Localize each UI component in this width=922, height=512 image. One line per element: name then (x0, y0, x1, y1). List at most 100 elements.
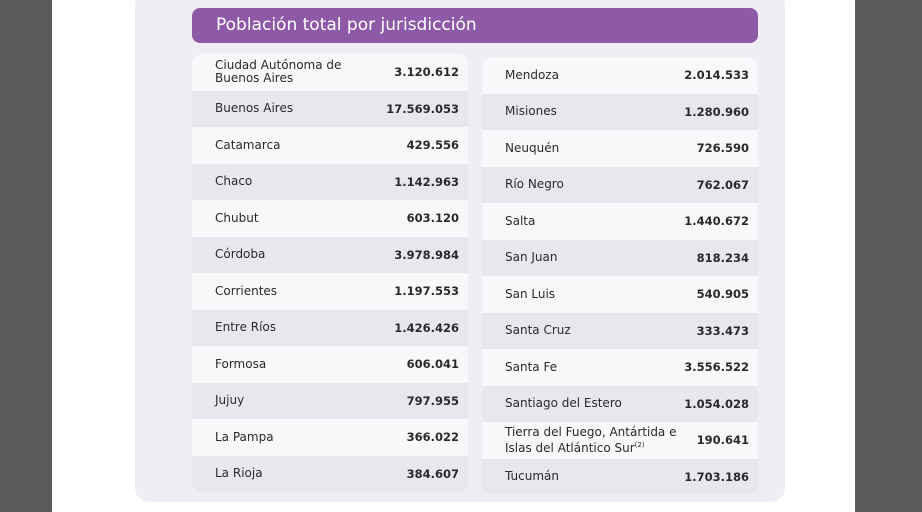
jurisdiction-name: Chubut (215, 210, 259, 225)
jurisdiction-name: La Rioja (215, 466, 263, 481)
table-row: San Luis 540.905 (482, 276, 758, 313)
population-value: 333.473 (696, 323, 749, 338)
jurisdiction-name: Entre Ríos (215, 320, 277, 335)
jurisdiction: Chubut (215, 210, 259, 225)
table-row: Salta 1.440.672 (482, 203, 758, 240)
population-value: 1.426.426 (394, 320, 459, 335)
jurisdiction: Entre Ríos (215, 321, 276, 334)
jurisdiction-name: Formosa (215, 356, 267, 371)
population-value: 818.234 (696, 250, 749, 265)
population-value: 762.067 (696, 177, 749, 192)
jurisdiction-name: Jujuy (215, 393, 245, 408)
jurisdiction-name: Córdoba (215, 247, 266, 262)
jurisdiction-name: San Luis (505, 286, 556, 301)
title-bar: Población total por jurisdicción (192, 8, 758, 43)
jurisdiction: Catamarca (215, 137, 281, 152)
table-row: Neuquén 726.590 (482, 130, 758, 167)
jurisdiction-name: Catamarca (215, 137, 281, 152)
table-row: Catamarca 429.556 (192, 127, 468, 164)
table-row: Formosa 606.041 (192, 346, 468, 383)
jurisdiction: Salta (505, 213, 536, 228)
jurisdiction: Río Negro (505, 178, 564, 191)
table-row: Misiones 1.280.960 (482, 93, 758, 130)
population-value: 1.054.028 (684, 396, 749, 411)
table-row: Río Negro 762.067 (482, 166, 758, 203)
table-row: Ciudad Autónoma de Buenos Aires 3.120.612 (192, 54, 468, 91)
table-row: La Rioja 384.607 (192, 455, 468, 492)
jurisdiction-name: Tierra del Fuego, Antártida e Islas del … (505, 424, 677, 455)
population-value: 797.955 (406, 393, 459, 408)
jurisdiction: San Juan (505, 251, 558, 264)
jurisdiction-name: Salta (505, 213, 536, 228)
footnote-mark: (2) (634, 440, 645, 449)
table-row: Jujuy 797.955 (192, 382, 468, 419)
population-value: 726.590 (696, 141, 749, 156)
table-row: La Pampa 366.022 (192, 419, 468, 456)
table-row: San Juan 818.234 (482, 239, 758, 276)
population-value: 1.280.960 (684, 104, 749, 119)
population-value: 2.014.533 (684, 68, 749, 83)
jurisdiction: Neuquén (505, 140, 560, 155)
page: Población total por jurisdicción Ciudad … (52, 0, 855, 512)
jurisdiction-name: Mendoza (505, 67, 559, 82)
population-value: 384.607 (406, 466, 459, 481)
population-value: 606.041 (406, 357, 459, 372)
jurisdiction-name: Neuquén (505, 140, 560, 155)
jurisdiction: Jujuy (215, 394, 244, 407)
jurisdiction-name: Chaco (215, 174, 253, 189)
population-value: 366.022 (406, 430, 459, 445)
jurisdiction: Chaco (215, 175, 252, 188)
population-value: 190.641 (696, 433, 749, 448)
jurisdiction: San Luis (505, 286, 556, 301)
table-row: Chaco 1.142.963 (192, 163, 468, 200)
jurisdiction: Tierra del Fuego, Antártida e Islas del … (505, 424, 685, 455)
right-table: Mendoza 2.014.533 Misiones 1.280.960 Neuquén… (482, 57, 758, 495)
table-row: Santa Cruz 333.473 (482, 312, 758, 349)
table-row: Santiago del Estero 1.054.028 (482, 385, 758, 422)
jurisdiction-name: San Juan (505, 250, 558, 265)
jurisdiction-name: Corrientes (215, 283, 278, 298)
jurisdiction-name: Santiago del Estero (505, 396, 622, 411)
table-row: Corrientes 1.197.553 (192, 273, 468, 310)
jurisdiction-name: Santa Fe (505, 359, 558, 374)
table-row: Tucumán 1.703.186 (482, 458, 758, 495)
jurisdiction-name: Misiones (505, 104, 557, 119)
jurisdiction-name: Buenos Aires (215, 101, 294, 116)
population-value: 3.120.612 (394, 65, 459, 80)
table-row: Tierra del Fuego, Antártida e Islas del … (482, 422, 758, 459)
table-row: Córdoba 3.978.984 (192, 236, 468, 273)
population-value: 1.197.553 (394, 284, 459, 299)
jurisdiction-name: Ciudad Autónoma de Buenos Aires (215, 58, 342, 86)
jurisdiction: Formosa (215, 356, 267, 371)
population-value: 3.978.984 (394, 247, 459, 262)
jurisdiction-name: La Pampa (215, 429, 274, 444)
left-table: Ciudad Autónoma de Buenos Aires 3.120.612… (192, 54, 468, 492)
jurisdiction: Tucumán (505, 470, 559, 483)
population-value: 1.440.672 (684, 214, 749, 229)
population-value: 3.556.522 (684, 360, 749, 375)
jurisdiction: Corrientes (215, 283, 278, 298)
population-value: 1.703.186 (684, 469, 749, 484)
table-row: Mendoza 2.014.533 (482, 57, 758, 94)
jurisdiction: Mendoza (505, 67, 559, 82)
jurisdiction: Buenos Aires (215, 102, 293, 115)
jurisdiction-name: Tucumán (505, 469, 559, 484)
table-row: Santa Fe 3.556.522 (482, 349, 758, 386)
jurisdiction: Santa Cruz (505, 324, 571, 337)
jurisdiction-name: Santa Cruz (505, 323, 571, 338)
population-value: 429.556 (406, 138, 459, 153)
population-value: 540.905 (696, 287, 749, 302)
jurisdiction: La Pampa (215, 429, 274, 444)
jurisdiction: Misiones (505, 105, 557, 118)
jurisdiction: Santa Fe (505, 359, 558, 374)
population-value: 17.569.053 (386, 101, 459, 116)
jurisdiction-name: Río Negro (505, 177, 564, 192)
population-value: 1.142.963 (394, 174, 459, 189)
population-value: 603.120 (406, 211, 459, 226)
jurisdiction: Ciudad Autónoma de Buenos Aires (215, 59, 350, 85)
table-row: Entre Ríos 1.426.426 (192, 309, 468, 346)
jurisdiction: Córdoba (215, 248, 265, 261)
jurisdiction: Santiago del Estero (505, 397, 622, 410)
jurisdiction: La Rioja (215, 467, 263, 480)
